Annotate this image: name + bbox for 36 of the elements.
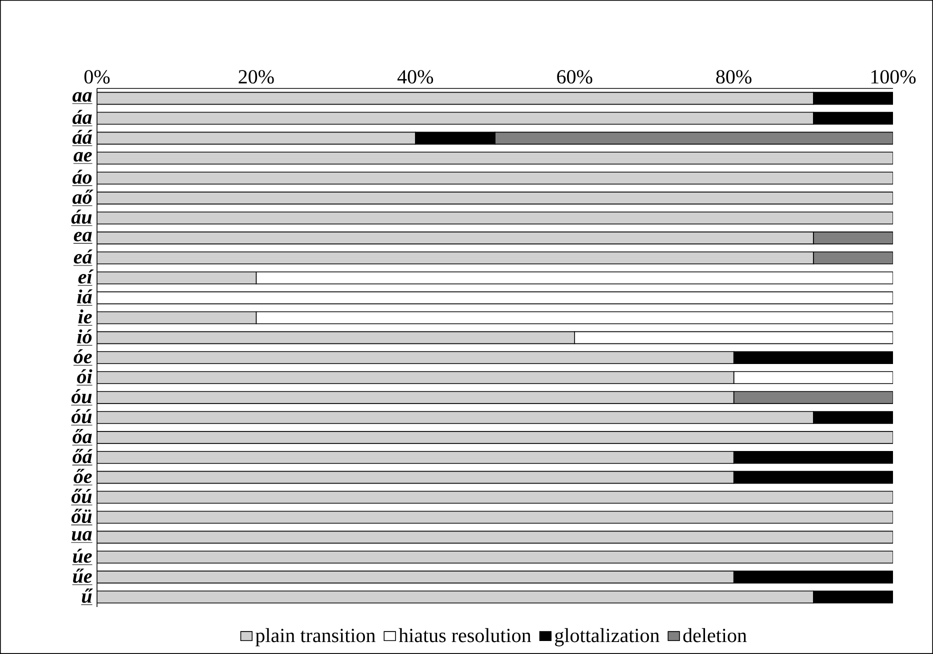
- y-tick-label: iá: [77, 289, 92, 304]
- legend-label: glottalization: [555, 628, 660, 646]
- y-tick-label: óu: [71, 389, 92, 404]
- x-tick-label: 20%: [238, 70, 274, 84]
- y-tick-label: áo: [72, 170, 92, 184]
- y-tick-label: őe: [74, 468, 92, 484]
- y-tick-label: őü: [71, 508, 92, 524]
- y-tick-label: ű: [82, 588, 93, 603]
- y-tick-label: aő: [72, 190, 94, 204]
- y-tick-label: óú: [71, 409, 92, 424]
- y-tick-label: őa: [72, 428, 92, 444]
- y-tick-label: ae: [74, 152, 92, 162]
- x-tick-label: 80%: [716, 70, 752, 84]
- y-tick-label: őá: [72, 448, 92, 464]
- legend-label: deletion: [683, 628, 747, 642]
- legend-label: plain transition: [256, 628, 376, 646]
- y-tick-label: óe: [74, 349, 92, 364]
- y-tick-label: áá: [72, 130, 92, 144]
- y-tick-label: ió: [77, 329, 92, 344]
- y-tick-label: áu: [71, 210, 92, 224]
- y-tick-label: ua: [72, 531, 92, 541]
- y-tick-label: eí: [78, 269, 94, 284]
- x-tick-label: 100%: [871, 70, 916, 84]
- y-tick-label: őú: [71, 488, 92, 504]
- y-tick-label: aa: [72, 92, 92, 102]
- y-tick-label: ea: [74, 232, 92, 242]
- x-tick-label: 60%: [557, 70, 592, 84]
- y-tick-label: áa: [72, 110, 92, 124]
- y-tick-label: űe: [73, 568, 92, 583]
- x-tick-label: 40%: [397, 70, 434, 84]
- legend-label: hiatus resolution: [398, 628, 532, 642]
- x-tick-label: 0%: [84, 70, 110, 84]
- y-tick-label: eá: [74, 250, 92, 264]
- y-tick-label: ie: [78, 309, 92, 324]
- y-tick-label: úe: [73, 548, 92, 563]
- y-tick-label: ói: [77, 369, 92, 384]
